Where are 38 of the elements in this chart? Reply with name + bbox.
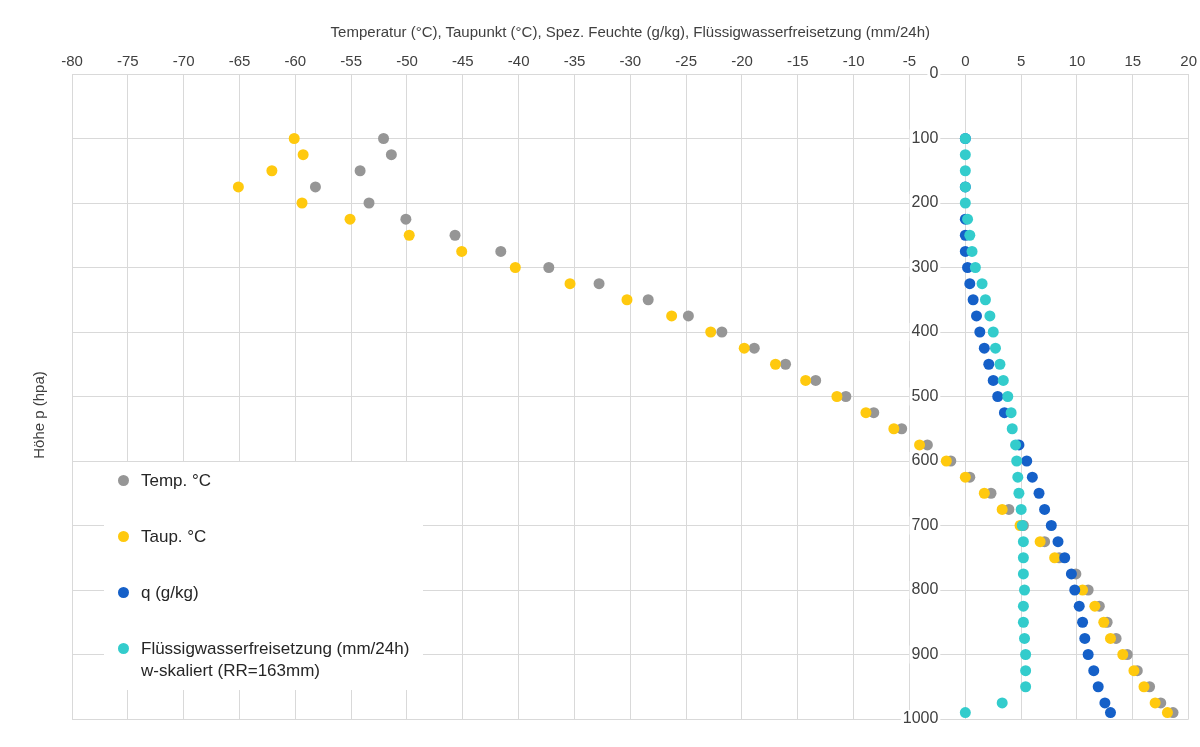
y-tick-label: 800 [911,580,939,598]
y-tick-label: 600 [911,451,939,469]
x-tick-label: -15 [786,52,809,70]
x-tick-label: -10 [842,52,865,70]
x-tick-label: 20 [1180,52,1197,70]
y-tick-label: 100 [911,128,939,146]
x-tick-label: -65 [228,52,251,70]
x-tick-label: -35 [563,52,586,70]
x-tick-label: -45 [451,52,474,70]
x-tick-label: -70 [172,52,195,70]
x-tick-label: -30 [619,52,642,70]
y-axis-title: Höhe p (hpa) [29,371,47,459]
x-tick-label: -5 [902,52,917,70]
y-tick-label: 0 [929,64,939,82]
legend-label: Taup. °C [141,526,207,548]
x-tick-label: -20 [731,52,753,70]
x-tick-label: -25 [675,52,698,70]
y-tick-label: 900 [911,644,939,662]
x-tick-label: -40 [507,52,530,70]
y-tick-label: 400 [911,322,939,340]
x-tick-label: -80 [61,52,83,70]
x-tick-label: -60 [284,52,307,70]
y-tick-label: 1000 [902,709,939,727]
x-tick-label: -50 [396,52,418,70]
legend-label: Temp. °C [141,470,212,492]
x-tick-label: 10 [1068,52,1086,70]
x-tick-label: -55 [340,52,363,70]
x-tick-label: -75 [116,52,139,70]
x-tick-label: 0 [961,52,970,70]
legend-label: q (g/kg) [141,582,199,604]
y-tick-label: 300 [911,257,939,275]
x-tick-label: 5 [1016,52,1026,70]
y-tick-label: 500 [911,386,939,404]
x-axis-title: Temperatur (°C), Taupunkt (°C), Spez. Feuchte (g/kg), Flüssigwasserfreisetzung (mm/24h) [330,23,931,41]
y-tick-label: 200 [911,193,939,211]
y-tick-label: 700 [911,515,939,533]
legend-label: Flüssigwasserfreisetzung (mm/24h) w-skaliert (RR=163mm) [141,638,410,682]
x-tick-label: 15 [1124,52,1142,70]
